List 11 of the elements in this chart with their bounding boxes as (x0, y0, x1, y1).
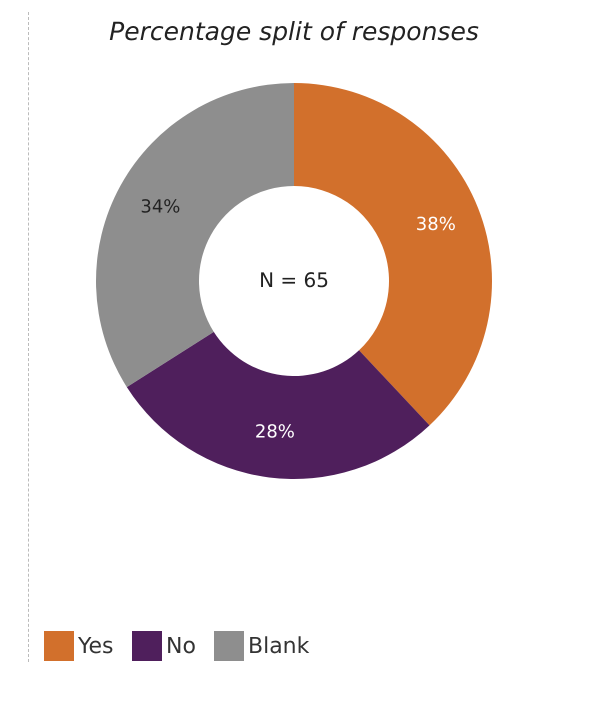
data-label: 38% (416, 214, 456, 235)
donut-slice (294, 83, 492, 426)
legend-label: Yes (77, 634, 114, 659)
data-label: 28% (254, 421, 295, 442)
donut-slice (126, 332, 430, 479)
data-label: 34% (140, 196, 180, 218)
legend-label: Blank (248, 634, 310, 659)
chart-title: Percentage split of responses (109, 17, 479, 46)
text: N = 65 (259, 268, 329, 292)
legend-label: No (166, 634, 196, 659)
donut-slice (96, 83, 294, 388)
